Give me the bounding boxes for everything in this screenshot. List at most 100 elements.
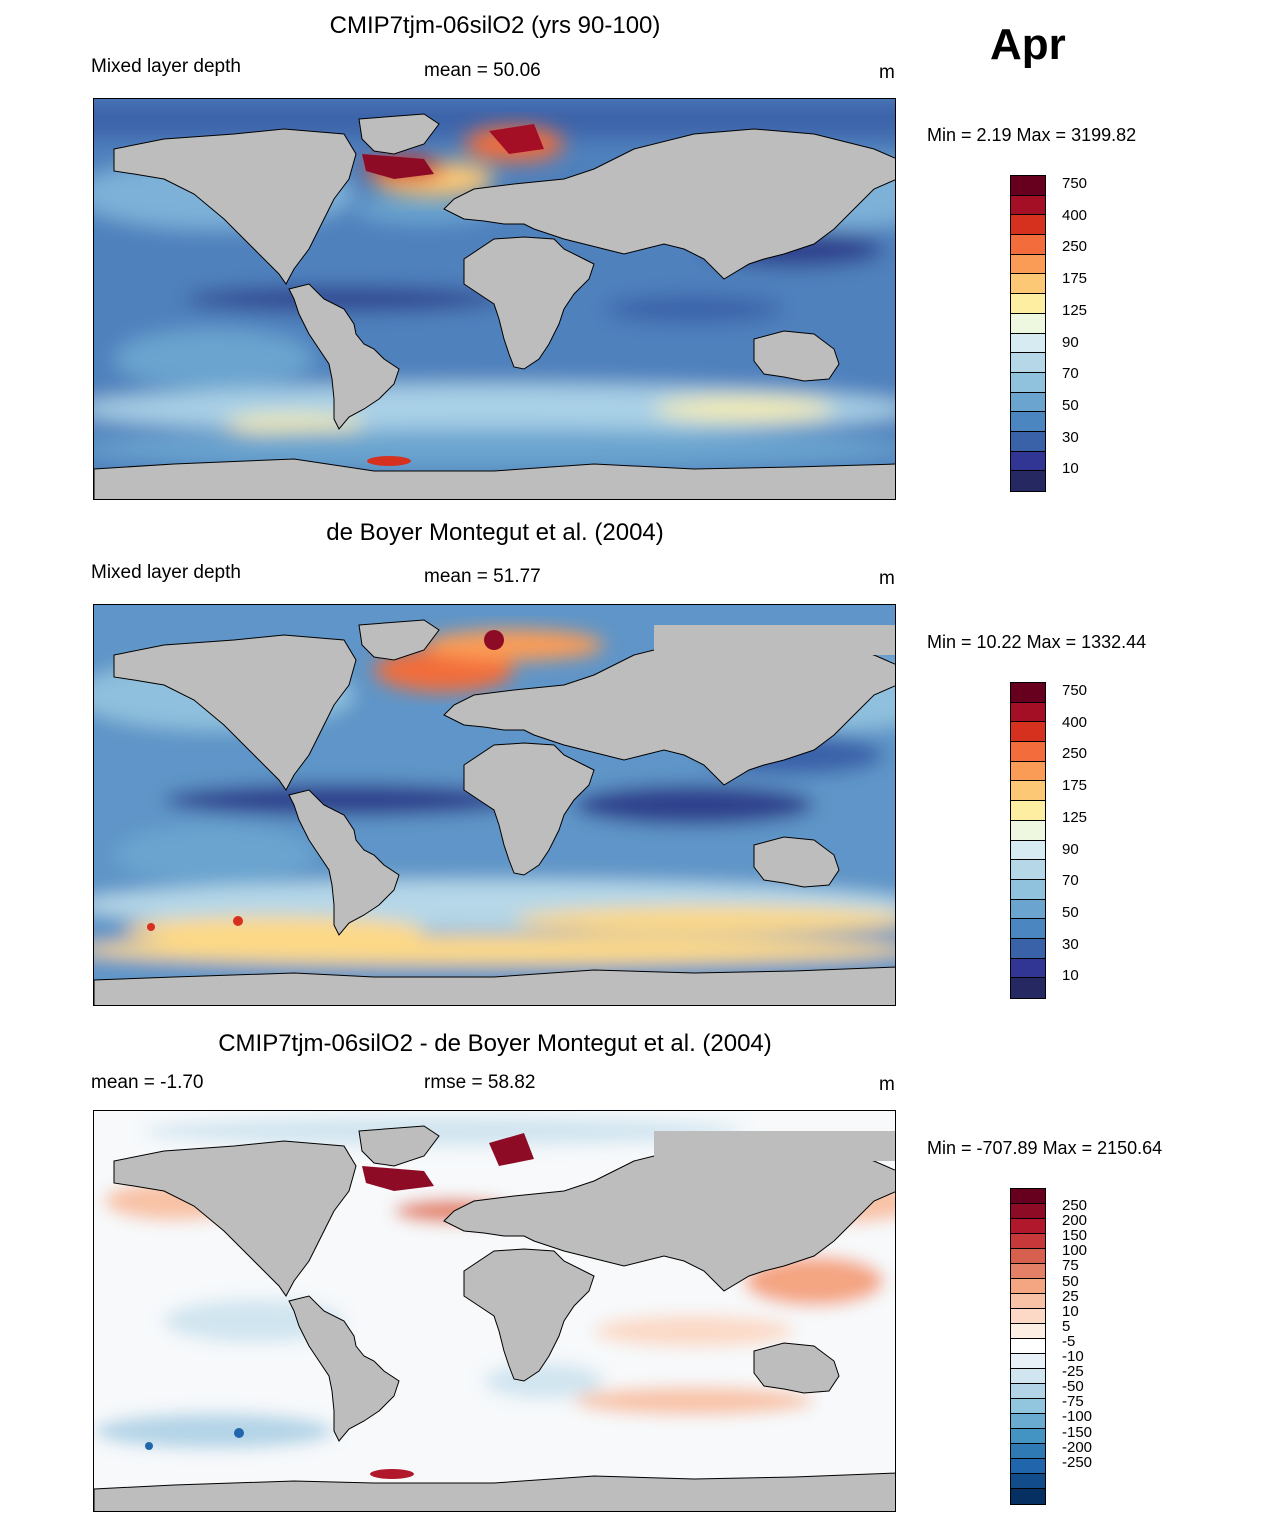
colorbar-tick-label: -75 xyxy=(1062,1393,1084,1411)
colorbar-swatch xyxy=(1011,761,1045,782)
panel-title: de Boyer Montegut et al. (2004) xyxy=(326,519,664,546)
colorbar-swatch xyxy=(1011,235,1045,255)
colorbar-swatch xyxy=(1011,1399,1045,1414)
colorbar-tick-label: 50 xyxy=(1062,903,1079,921)
colorbar-tick-label: 150 xyxy=(1062,1227,1088,1245)
map-diff-svg xyxy=(94,1111,895,1511)
mean-label: mean = 50.06 xyxy=(424,60,541,81)
colorbar-tick-label: 200 xyxy=(1062,1212,1088,1230)
panel-title: CMIP7tjm-06silO2 - de Boyer Montegut et … xyxy=(218,1030,772,1057)
colorbar-swatch xyxy=(1011,1264,1045,1279)
variable-label: Mixed layer depth xyxy=(91,56,241,77)
colorbar-tick-label: 175 xyxy=(1062,777,1088,795)
colorbar-obs xyxy=(1010,682,1046,999)
colorbar-swatch xyxy=(1011,431,1045,452)
colorbar-swatch xyxy=(1011,899,1045,920)
land xyxy=(94,619,895,1005)
mean-label: mean = -1.70 xyxy=(91,1072,204,1093)
colorbar-swatch xyxy=(1011,313,1045,334)
colorbar-swatch xyxy=(1011,683,1045,703)
colorbar-swatch xyxy=(1011,860,1045,880)
colorbar-tick-label: -5 xyxy=(1062,1332,1076,1350)
colorbar-swatch xyxy=(1011,1474,1045,1489)
colorbar-tick-label: 70 xyxy=(1062,872,1079,890)
variable-label: Mixed layer depth xyxy=(91,562,241,583)
colorbar-swatch xyxy=(1011,1459,1045,1474)
colorbar-swatch xyxy=(1011,1219,1045,1234)
month-label: Apr xyxy=(990,20,1066,69)
weddell-deep-mixing xyxy=(367,456,411,466)
colorbar-tick-label: 10 xyxy=(1062,1302,1079,1320)
colorbar-tick-label: 90 xyxy=(1062,333,1079,351)
colorbar-tick-label: 100 xyxy=(1062,1242,1088,1260)
colorbar-swatch xyxy=(1011,1429,1045,1444)
colorbar-swatch xyxy=(1011,801,1045,821)
units-label: m xyxy=(879,1074,895,1095)
colorbar-swatch xyxy=(1011,1414,1045,1429)
colorbar-swatch xyxy=(1011,372,1045,393)
colorbar-swatch xyxy=(1011,176,1045,196)
colorbar-swatch xyxy=(1011,840,1045,861)
colorbar-tick-label: 50 xyxy=(1062,1272,1079,1290)
colorbar-tick-label: -25 xyxy=(1062,1363,1084,1381)
colorbar-swatch xyxy=(1011,702,1045,723)
colorbar-tick-label: 25 xyxy=(1062,1287,1079,1305)
colorbar-swatch xyxy=(1011,1309,1045,1324)
colorbar-tick-label: 250 xyxy=(1062,745,1088,763)
weddell-positive xyxy=(370,1469,414,1479)
colorbar-tick-label: 75 xyxy=(1062,1257,1079,1275)
colorbar-swatch xyxy=(1011,1354,1045,1369)
colorbar-model xyxy=(1010,175,1046,492)
units-label: m xyxy=(879,568,895,589)
arctic-missing-data xyxy=(654,625,895,655)
colorbar-tick-label: 750 xyxy=(1062,175,1088,192)
colorbar-swatch xyxy=(1011,1279,1045,1294)
panel-title: CMIP7tjm-06silO2 (yrs 90-100) xyxy=(329,12,661,39)
colorbar-swatch xyxy=(1011,412,1045,432)
colorbar-tick-label: 30 xyxy=(1062,935,1079,953)
colorbar-tick-label: 250 xyxy=(1062,1197,1088,1215)
colorbar-tick-label: -150 xyxy=(1062,1423,1093,1441)
colorbar-swatch xyxy=(1011,958,1045,979)
colorbar-tick-label: 10 xyxy=(1062,967,1079,985)
map-diff xyxy=(93,1110,896,1512)
colorbar-swatch xyxy=(1011,1444,1045,1459)
colorbar-diff xyxy=(1010,1188,1046,1505)
colorbar-tick-label: -250 xyxy=(1062,1453,1093,1471)
colorbar-swatch xyxy=(1011,195,1045,216)
colorbar-swatch xyxy=(1011,353,1045,373)
colorbar-tick-label: 250 xyxy=(1062,238,1088,256)
rmse-label: rmse = 58.82 xyxy=(424,1072,536,1093)
map-obs xyxy=(93,604,896,1006)
colorbar-swatch xyxy=(1011,1384,1045,1399)
colorbar-tick-label: -100 xyxy=(1062,1408,1093,1426)
units-label: m xyxy=(879,62,895,83)
colorbar-tick-label: 125 xyxy=(1062,808,1088,826)
colorbar-swatch xyxy=(1011,1339,1045,1354)
map-model xyxy=(93,98,896,500)
min-max-label: Min = 10.22 Max = 1332.44 xyxy=(927,632,1147,652)
colorbar-swatch xyxy=(1011,254,1045,275)
colorbar-swatch xyxy=(1011,471,1045,491)
colorbar-tick-label: 175 xyxy=(1062,270,1088,288)
labrador-sea-positive xyxy=(362,1166,434,1191)
colorbar-tick-label: -50 xyxy=(1062,1378,1084,1396)
colorbar-swatch xyxy=(1011,215,1045,236)
colorbar-swatch xyxy=(1011,1204,1045,1219)
colorbar-swatch xyxy=(1011,1369,1045,1384)
colorbar-tick-label: 90 xyxy=(1062,840,1079,858)
colorbar-swatch xyxy=(1011,879,1045,900)
colorbar-swatch xyxy=(1011,978,1045,998)
colorbar-swatch xyxy=(1011,1294,1045,1309)
colorbar-swatch xyxy=(1011,274,1045,295)
colorbar-swatch xyxy=(1011,781,1045,802)
min-max-label: Min = 2.19 Max = 3199.82 xyxy=(927,125,1137,145)
colorbar-tick-label: 400 xyxy=(1062,713,1088,731)
min-max-label: Min = -707.89 Max = 2150.64 xyxy=(927,1138,1163,1158)
colorbar-tick-label: 125 xyxy=(1062,301,1088,319)
land xyxy=(94,113,895,499)
north-atlantic-deep-mixing xyxy=(374,629,604,692)
map-obs-svg xyxy=(94,605,895,1005)
land xyxy=(94,1125,895,1511)
colorbar-swatch xyxy=(1011,1489,1045,1504)
